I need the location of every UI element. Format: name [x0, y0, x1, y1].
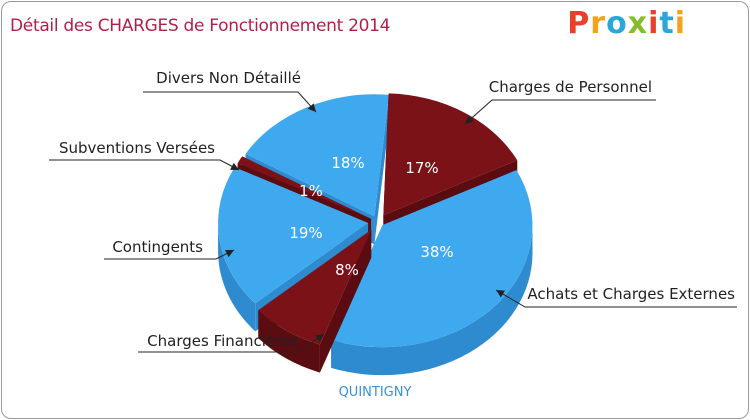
leader-arrow: [315, 334, 324, 342]
slice-percent: 8%: [335, 261, 359, 279]
logo-letter: o: [606, 6, 628, 41]
slice-label: Charges de Personnel: [489, 78, 652, 96]
logo-letter: i: [648, 6, 660, 41]
leader-lines: [49, 91, 737, 353]
leader-arrow: [307, 103, 316, 112]
leader-line: [464, 99, 656, 125]
slice-top: [218, 167, 369, 304]
slice-percent: 19%: [289, 224, 322, 242]
leader-arrow: [230, 162, 239, 170]
leader-arrow: [225, 250, 234, 258]
leader-line: [495, 289, 737, 308]
slice-top: [245, 94, 390, 217]
logo-letter: i: [674, 6, 686, 41]
slice-percent: 1%: [299, 182, 323, 200]
pie-slices: [218, 93, 533, 376]
slice-label: Achats et Charges Externes: [527, 285, 735, 303]
slice-percent: 17%: [405, 159, 438, 177]
logo-letter: r: [590, 6, 607, 41]
leader-line: [138, 333, 325, 353]
leader-arrow: [465, 115, 474, 124]
commune-name: QUINTIGNY: [338, 385, 412, 400]
slice-label: Contingents: [112, 238, 203, 256]
slice-label: Subventions Versées: [59, 139, 215, 157]
slice-wall: [218, 222, 256, 332]
logo-letter: P: [567, 6, 591, 41]
logo-letter: t: [659, 6, 675, 41]
leader-line: [49, 159, 240, 171]
slice-wall: [331, 225, 533, 376]
percent-labels: 17% 38% 8% 19% 1% 18%: [289, 154, 453, 279]
slice-label: Divers Non Détaillé: [156, 69, 301, 87]
slice-labels: Charges de Personnel Achats et Charges Ex…: [59, 69, 735, 350]
slice-edge: [374, 94, 390, 245]
leader-arrow: [496, 290, 505, 298]
chart-title: Détail des CHARGES de Fonctionnement 201…: [10, 16, 391, 36]
slice-top: [237, 156, 372, 219]
slice-top: [258, 229, 372, 345]
logo-letter: x: [627, 6, 649, 41]
slice-percent: 18%: [331, 154, 364, 172]
leader-line: [143, 91, 317, 113]
slice-top: [383, 93, 518, 216]
slice-label: Charges Financières: [147, 332, 298, 350]
slice-top: [331, 170, 533, 348]
pie-slice: [258, 229, 372, 373]
slice-percent: 38%: [420, 243, 453, 261]
proxiti-logo: Proxiti: [567, 6, 686, 41]
